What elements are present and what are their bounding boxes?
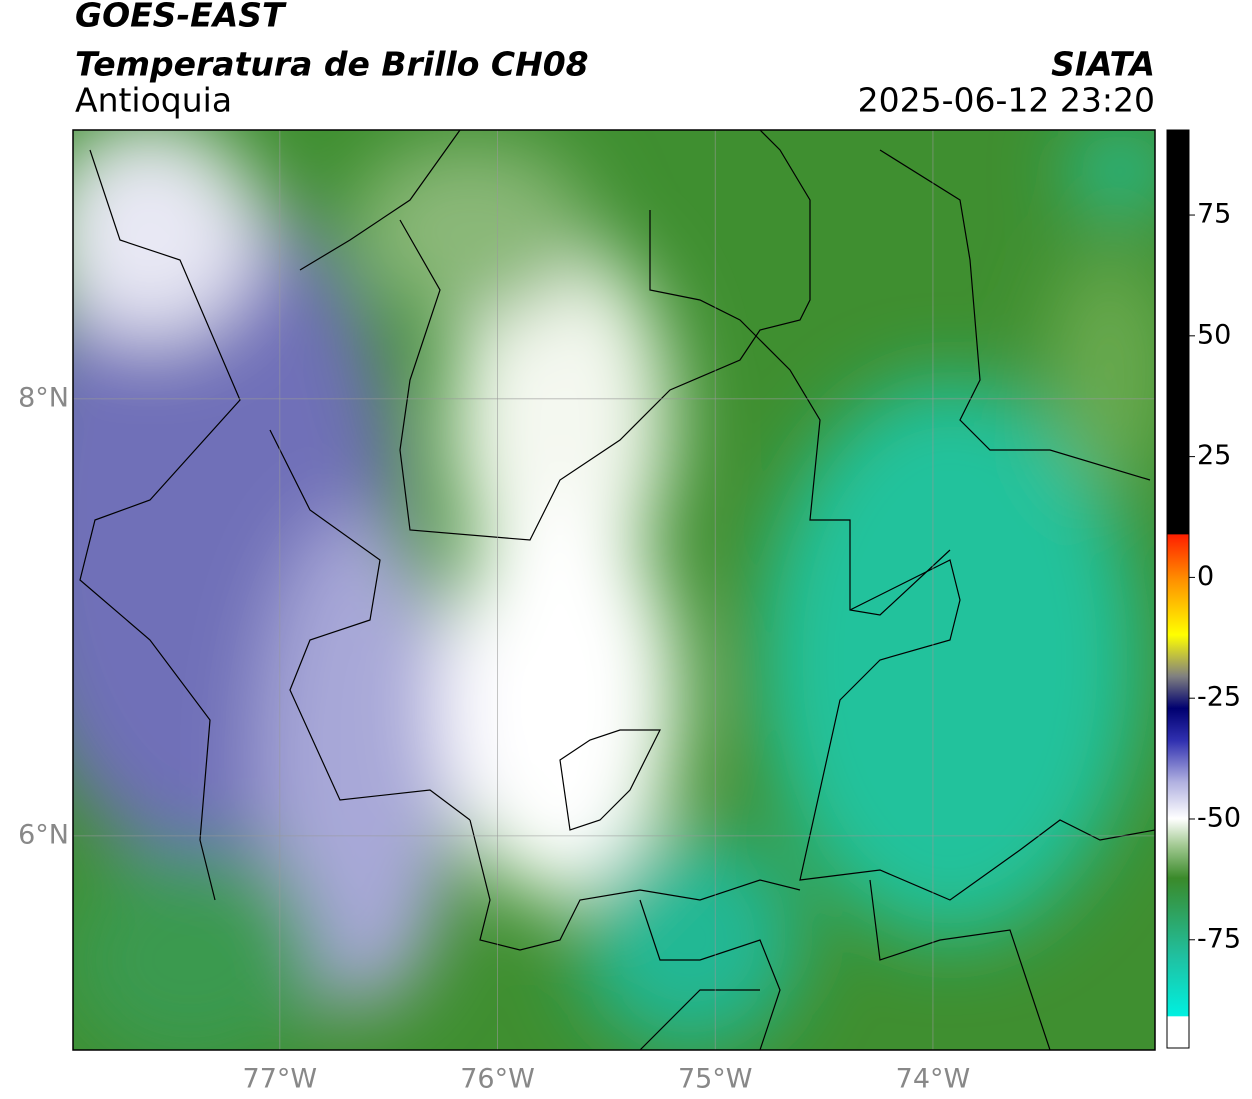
x-tick-label: 76°W bbox=[460, 1064, 535, 1095]
y-tick-label: 8°N bbox=[18, 382, 69, 413]
source: SIATA bbox=[1051, 45, 1155, 84]
x-tick-label: 74°W bbox=[896, 1064, 971, 1095]
x-tick-label: 75°W bbox=[678, 1064, 753, 1095]
title: GOES-EAST bbox=[75, 0, 287, 35]
colorbar-tick-label: -75 bbox=[1197, 923, 1241, 954]
colorbar bbox=[1166, 129, 1190, 1049]
borders bbox=[79, 130, 1155, 1050]
colorbar-tick-label: 50 bbox=[1197, 319, 1231, 350]
colorbar-tick-label: -25 bbox=[1197, 682, 1241, 713]
y-tick-label: 6°N bbox=[18, 819, 69, 850]
subtitle: Temperatura de Brillo CH08 bbox=[75, 45, 589, 84]
colorbar-tick-label: 75 bbox=[1197, 199, 1231, 230]
colorbar-tick-label: 25 bbox=[1197, 440, 1231, 471]
map-frame bbox=[72, 129, 1156, 1051]
region: Antioquia bbox=[75, 81, 232, 120]
colorbar-tick-label: 0 bbox=[1197, 561, 1214, 592]
x-tick-label: 77°W bbox=[243, 1064, 318, 1095]
colorbar-tick-label: -50 bbox=[1197, 802, 1241, 833]
satellite-image bbox=[73, 130, 1155, 1050]
datetime: 2025-06-12 23:20 bbox=[858, 81, 1155, 120]
